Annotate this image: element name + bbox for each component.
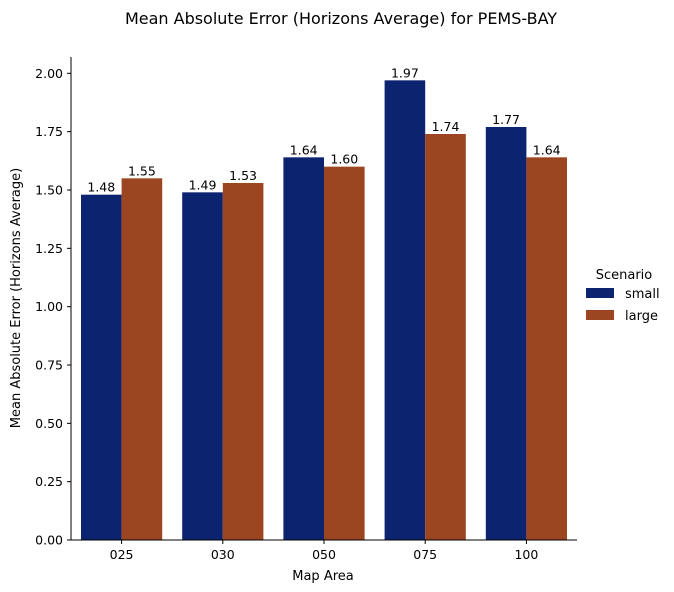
y-tick-label: 0.75 (35, 358, 63, 373)
bar-large-050 (324, 166, 365, 540)
x-tick-label: 030 (211, 547, 235, 562)
x-tick-label: 100 (514, 547, 538, 562)
legend-label-small: small (625, 287, 660, 302)
legend-label-large: large (625, 309, 658, 324)
x-tick-label: 050 (312, 547, 336, 562)
y-tick-label: 1.75 (35, 124, 63, 139)
x-tick-label: 025 (110, 547, 134, 562)
bar-large-075 (425, 134, 466, 540)
chart-title: Mean Absolute Error (Horizons Average) f… (125, 9, 557, 28)
plot-area: 1.48 1.55 1.49 1.53 1.64 1.60 1.97 1.74 1.77 1.64… (35, 57, 577, 562)
data-label-small-100: 1.77 (492, 112, 520, 127)
bar-value-labels: 1.48 1.55 1.49 1.53 1.64 1.60 1.97 1.74 1.77 1.64 (87, 65, 560, 194)
legend-swatch-large (586, 310, 614, 320)
bar-small-050 (283, 157, 324, 541)
bar-large-025 (121, 178, 163, 541)
data-label-large-030: 1.53 (229, 168, 257, 183)
bar-small-100 (485, 127, 527, 540)
y-tick-label: 1.25 (35, 241, 63, 256)
x-axis: 025 030 050 075 100 (71, 539, 577, 562)
x-tick-label: 075 (413, 547, 437, 562)
bar-small-030 (182, 192, 223, 541)
y-tick-label: 1.50 (35, 183, 63, 198)
legend: Scenario small large (586, 268, 660, 324)
data-label-large-025: 1.55 (128, 163, 156, 178)
data-label-small-030: 1.49 (189, 177, 217, 192)
y-tick-label: 2.00 (35, 66, 63, 81)
x-axis-label: Map Area (292, 569, 353, 584)
bar-large-100 (526, 157, 567, 541)
y-tick-label: 0.50 (35, 416, 63, 431)
data-label-small-025: 1.48 (87, 180, 115, 195)
data-label-small-075: 1.97 (391, 65, 419, 80)
y-tick-label: 0.00 (35, 533, 63, 548)
y-tick-label: 1.00 (35, 299, 63, 314)
bar-small-025 (81, 194, 122, 540)
bar-small-075 (384, 80, 426, 540)
data-label-large-050: 1.60 (330, 152, 358, 167)
bars (81, 80, 567, 541)
data-label-large-075: 1.74 (432, 119, 460, 134)
y-axis: 0.00 0.25 0.50 0.75 1.00 1.25 1.50 1.75 2.00 (35, 57, 72, 548)
y-tick-label: 0.25 (35, 474, 63, 489)
y-axis-label: Mean Absolute Error (Horizons Average) (9, 168, 24, 428)
data-label-large-100: 1.64 (533, 142, 561, 157)
bar-large-030 (222, 183, 264, 540)
legend-title: Scenario (596, 268, 653, 283)
legend-swatch-small (586, 288, 614, 298)
data-label-small-050: 1.64 (290, 142, 318, 157)
